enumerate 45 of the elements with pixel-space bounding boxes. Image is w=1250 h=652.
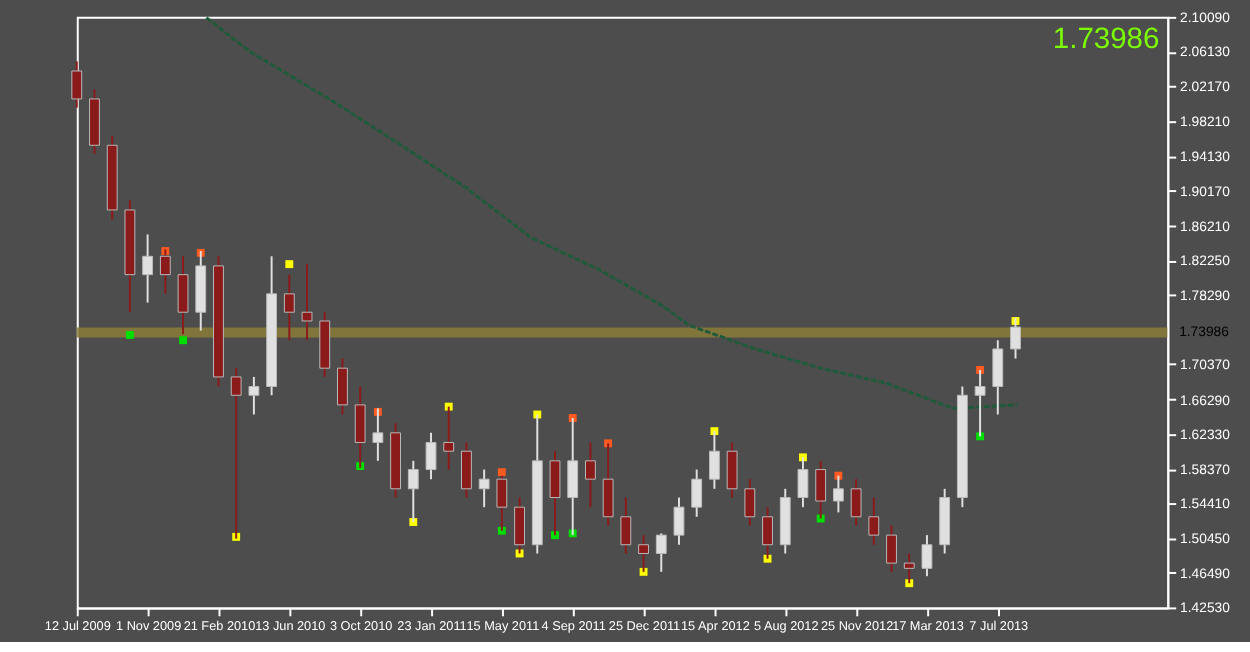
candlestick xyxy=(886,524,897,573)
candlestick xyxy=(585,441,596,509)
candlestick xyxy=(726,441,738,499)
candlestick xyxy=(89,88,100,155)
candlestick xyxy=(655,532,667,573)
candlestick xyxy=(425,431,437,481)
candlestick xyxy=(177,255,189,336)
candlestick xyxy=(868,496,880,546)
candlestick xyxy=(797,456,809,509)
candlestick xyxy=(407,459,419,524)
candlestick xyxy=(939,487,951,555)
candlestick xyxy=(903,552,915,585)
candlestick xyxy=(71,60,83,109)
candlestick xyxy=(974,368,986,438)
candlestick xyxy=(638,534,649,573)
line-series xyxy=(204,16,1019,410)
candlestick xyxy=(762,506,773,560)
annotation: 1.73986 xyxy=(1052,24,1160,57)
candlestick xyxy=(443,405,455,471)
candlestick xyxy=(744,478,756,527)
candlestick xyxy=(992,339,1004,416)
candlestick xyxy=(921,534,933,578)
candlestick xyxy=(815,459,827,520)
candlestick xyxy=(779,487,791,555)
candlestick xyxy=(549,450,561,537)
candlestick xyxy=(514,496,525,555)
candlestick xyxy=(708,430,720,490)
candlestick xyxy=(337,357,348,416)
candlestick xyxy=(283,273,295,342)
point xyxy=(125,331,134,339)
candlestick xyxy=(602,442,614,527)
candlestick xyxy=(620,496,632,555)
candlestick xyxy=(478,468,490,509)
candlestick xyxy=(691,468,703,518)
candlestick xyxy=(248,375,260,416)
candlestick xyxy=(832,474,844,514)
point xyxy=(285,260,294,269)
candlestick xyxy=(142,233,154,304)
point xyxy=(497,468,506,477)
candlestick xyxy=(319,311,331,378)
candlestick xyxy=(673,496,685,546)
point xyxy=(179,336,187,345)
candlestick xyxy=(461,441,472,499)
candlestick xyxy=(850,478,862,527)
candlestick xyxy=(301,263,313,342)
